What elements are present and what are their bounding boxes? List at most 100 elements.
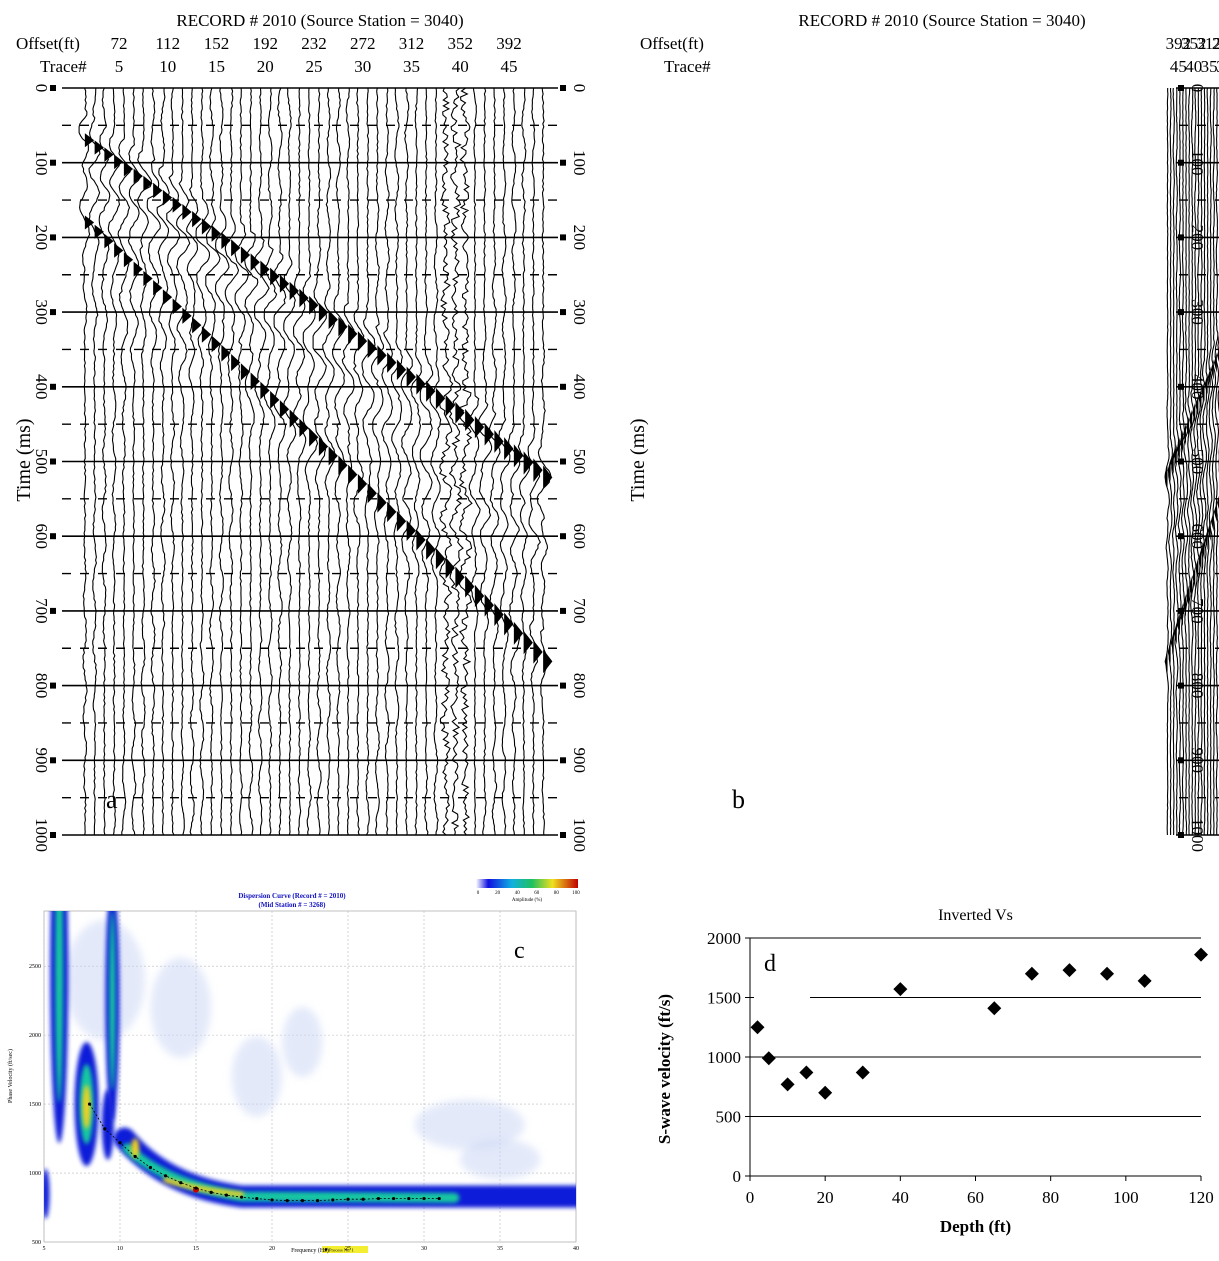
dispersion-point bbox=[164, 1174, 168, 1178]
faint-energy-patch bbox=[460, 1139, 540, 1180]
tick-marker bbox=[1178, 234, 1184, 241]
colorbar-tick-label: 80 bbox=[554, 891, 560, 896]
seismic-trace bbox=[1208, 87, 1214, 836]
tick-marker bbox=[1178, 757, 1184, 764]
inverted-vs-chart: Inverted Vs 0 500 1000 1500 2000 0 20 40 60 80 100 1… bbox=[655, 907, 1214, 1236]
y-tick-label: 1000 bbox=[707, 1048, 741, 1067]
wiggle-fill bbox=[1180, 603, 1183, 627]
time-tick-label-left: 100 bbox=[32, 150, 51, 176]
y-tick-label: 2500 bbox=[29, 964, 41, 970]
wiggle-fill bbox=[94, 224, 104, 239]
wiggle-fill bbox=[182, 307, 192, 324]
wiggle-fill bbox=[211, 335, 221, 353]
energy-peak bbox=[131, 1138, 140, 1159]
wiggle-fill bbox=[328, 446, 338, 466]
trace-number-label: 45 bbox=[501, 57, 518, 76]
time-tick-label-right: 900 bbox=[570, 748, 589, 774]
tick-marker bbox=[50, 234, 56, 241]
wiggle-fill bbox=[1186, 415, 1190, 439]
dispersion-image: Dispersion Curve (Record # = 2010) (Mid … bbox=[7, 879, 580, 1254]
wiggle-fill bbox=[387, 501, 397, 523]
wiggle-fill bbox=[357, 473, 368, 494]
seismic-trace bbox=[361, 87, 376, 836]
colorbar-tick-label: 100 bbox=[572, 891, 580, 896]
seismic-trace bbox=[527, 87, 541, 836]
wiggle-fill bbox=[1183, 594, 1187, 617]
offset-label: 72 bbox=[111, 34, 128, 53]
tick-marker bbox=[1178, 383, 1184, 390]
energy-peak-core bbox=[82, 1084, 91, 1129]
data-point bbox=[1194, 947, 1208, 962]
time-tick-label-right: 0 bbox=[570, 84, 589, 93]
wiggle-fill bbox=[396, 510, 407, 532]
wiggle-fill bbox=[1201, 538, 1205, 560]
tick-marker bbox=[50, 757, 56, 764]
seismic-trace bbox=[1193, 87, 1198, 836]
seismic-trace bbox=[1189, 87, 1195, 836]
wiggle-fill bbox=[406, 366, 416, 388]
offset-label: 192 bbox=[253, 34, 279, 53]
data-point bbox=[1024, 966, 1039, 981]
x-axis-label: Depth (ft) bbox=[940, 1217, 1011, 1236]
seismic-trace bbox=[166, 87, 181, 836]
fundamental-mode-peak bbox=[163, 1177, 245, 1197]
data-point bbox=[761, 1051, 776, 1066]
panel-a: RECORD # 2010 (Source Station = 3040) Of… bbox=[0, 0, 600, 870]
dispersion-point bbox=[148, 1165, 152, 1170]
data-point bbox=[1137, 973, 1152, 988]
x-tick-label: 60 bbox=[967, 1188, 984, 1207]
offset-label: Offset(ft) bbox=[640, 34, 704, 53]
time-tick-label-left: 0 bbox=[32, 84, 51, 93]
panel-b: RECORD # 2010 (Source Station = 3040) Of… bbox=[612, 0, 1219, 870]
wiggle-fill bbox=[348, 324, 358, 344]
tick-marker bbox=[50, 682, 56, 689]
tick-marker bbox=[560, 757, 566, 764]
wiggle-fill bbox=[1198, 387, 1202, 410]
wiggle-fill bbox=[114, 243, 124, 258]
dispersion-point bbox=[376, 1196, 380, 1201]
tick-marker bbox=[560, 159, 566, 166]
seismic-trace bbox=[341, 87, 355, 836]
time-tick-label-left: 500 bbox=[32, 449, 51, 475]
panel-letter: c bbox=[514, 938, 525, 964]
wiggle-fill bbox=[1204, 529, 1208, 551]
wiggle-fill bbox=[1167, 458, 1171, 482]
x-tick-label: 30 bbox=[421, 1246, 427, 1252]
tick-marker bbox=[560, 234, 566, 241]
tick-marker bbox=[1178, 533, 1184, 540]
time-tick-label-right: 400 bbox=[570, 374, 589, 400]
legend-box bbox=[322, 1246, 368, 1253]
seismic-trace bbox=[448, 87, 464, 836]
seismic-trace bbox=[127, 87, 141, 836]
trace-number-label: 40 bbox=[1185, 57, 1202, 76]
time-tick-label-left: 300 bbox=[32, 299, 51, 325]
colorbar-tick-label: 60 bbox=[534, 891, 540, 896]
wiggle-fill bbox=[123, 252, 134, 268]
wiggle-fill bbox=[513, 444, 524, 468]
data-point bbox=[855, 1065, 870, 1080]
wiggle-fill bbox=[377, 492, 387, 513]
wiggle-fill bbox=[318, 437, 329, 457]
wiggle-fill bbox=[543, 465, 553, 490]
wiggle-fill bbox=[231, 353, 241, 372]
y-tick-label: 500 bbox=[716, 1108, 742, 1127]
seismic-trace bbox=[478, 87, 493, 836]
offset-label: 232 bbox=[301, 34, 327, 53]
y-axis-label: Time (ms) bbox=[627, 418, 649, 501]
seismic-trace bbox=[244, 87, 259, 836]
colorbar-label: Amplitude (%) bbox=[512, 898, 542, 903]
seismic-trace bbox=[1164, 87, 1170, 836]
tick-marker bbox=[560, 533, 566, 540]
data-point bbox=[750, 1020, 765, 1035]
time-tick-label-right: 700 bbox=[570, 598, 589, 624]
wiggle-fill bbox=[143, 270, 153, 287]
wiggle-fill bbox=[153, 280, 163, 296]
wiggle-fill bbox=[1192, 401, 1196, 424]
tick-marker bbox=[50, 383, 56, 390]
energy-patch bbox=[44, 1168, 50, 1219]
wiggle-fill bbox=[289, 409, 299, 428]
dispersion-point bbox=[133, 1154, 137, 1159]
tick-marker bbox=[1178, 832, 1184, 838]
wiggle-fill bbox=[279, 400, 290, 419]
wiggle-fill bbox=[1176, 612, 1180, 636]
